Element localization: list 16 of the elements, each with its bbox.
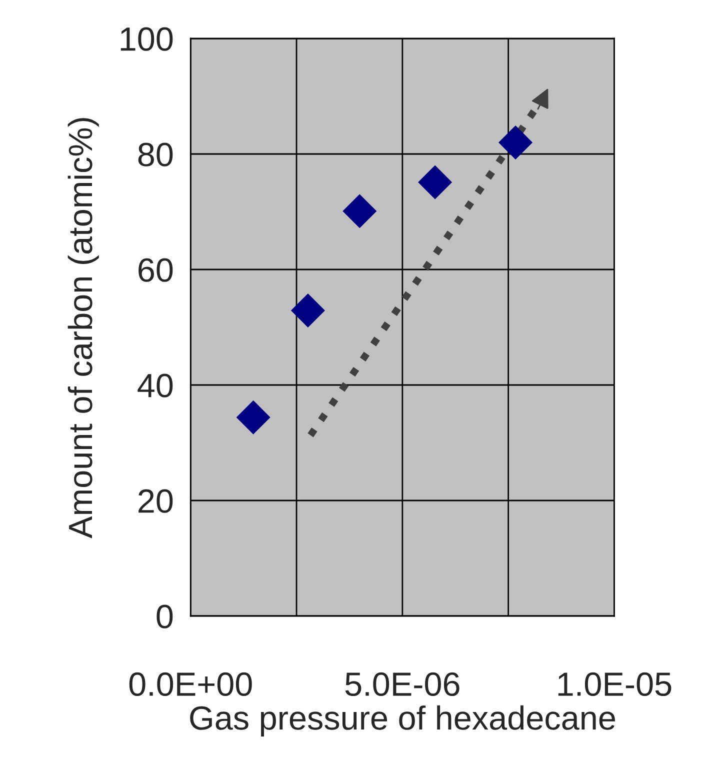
y-axis-title: Amount of carbon (atomic%): [68, 118, 99, 538]
y-tick-label: 40: [138, 374, 173, 398]
x-tick-label: 0.0E+00: [129, 672, 252, 696]
x-tick-label: 5.0E-06: [345, 672, 460, 696]
y-tick-label: 100: [120, 27, 173, 51]
x-axis-title: Gas pressure of hexadecane: [190, 705, 615, 736]
y-tick-label: 0: [156, 604, 173, 628]
point: [290, 293, 325, 328]
point: [342, 194, 377, 228]
y-tick-label: 60: [138, 258, 173, 282]
x-tick-label: 1.0E-05: [558, 672, 672, 696]
y-tick-label: 20: [138, 489, 173, 513]
point: [418, 165, 452, 200]
point: [236, 400, 270, 434]
y-tick-label: 80: [138, 142, 173, 166]
point: [498, 125, 533, 160]
